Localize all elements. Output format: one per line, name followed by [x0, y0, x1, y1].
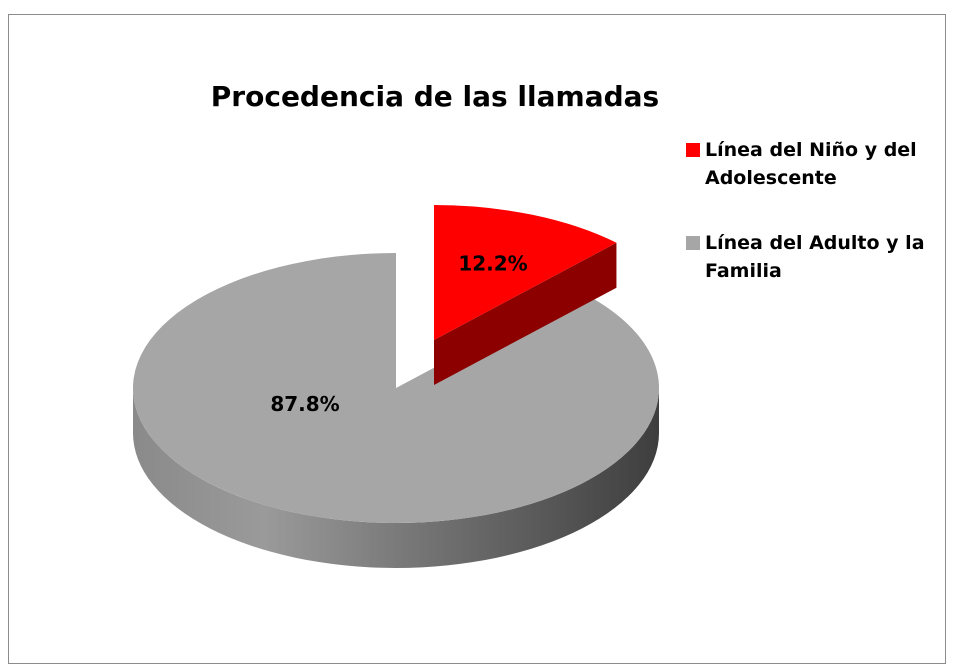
legend-swatch — [686, 236, 700, 250]
chart-frame — [8, 14, 946, 664]
slice-wall — [434, 242, 617, 385]
chart-title: Procedencia de las llamadas — [211, 80, 659, 113]
legend-item: Línea del Adulto y la Familia — [686, 229, 926, 285]
legend-label: Línea del Adulto y la Familia — [705, 232, 925, 282]
legend-item: Línea del Niño y del Adolescente — [686, 136, 926, 192]
data-label: 87.8% — [270, 392, 339, 416]
slice-side — [133, 388, 659, 568]
legend-swatch — [686, 143, 700, 157]
data-label: 12.2% — [458, 251, 527, 275]
legend-label: Línea del Niño y del Adolescente — [705, 139, 917, 189]
slice-top — [434, 205, 617, 340]
pie-slice — [434, 205, 617, 385]
